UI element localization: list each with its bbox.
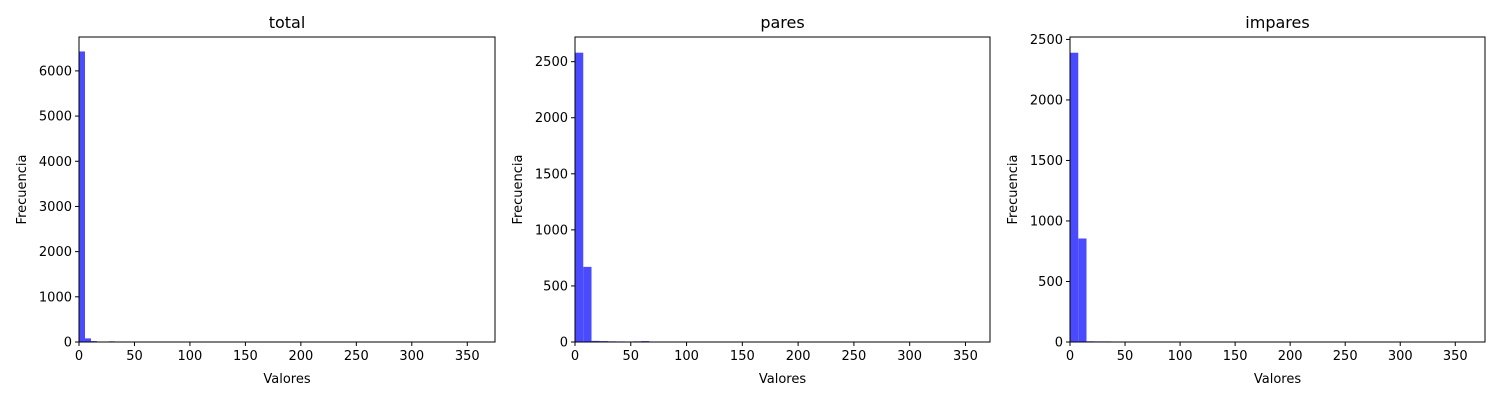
histogram-bar xyxy=(79,51,85,342)
x-tick-label: 0 xyxy=(1066,349,1074,364)
x-tick-label: 150 xyxy=(730,349,755,364)
y-tick-label: 0 xyxy=(64,336,72,351)
y-tick-label: 1500 xyxy=(535,167,568,182)
histogram-bar xyxy=(575,52,584,343)
axes-frame xyxy=(78,36,496,343)
x-tick-label: 350 xyxy=(953,349,978,364)
x-tick-label: 250 xyxy=(1333,349,1358,364)
x-tick-label: 300 xyxy=(897,349,922,364)
x-tick-label: 350 xyxy=(1443,349,1468,364)
y-tick-label: 2000 xyxy=(39,245,72,260)
panel-impares: 0 50 100 150 200 250 300 350 0 500 1000 1500 2000 250… xyxy=(1006,13,1486,387)
x-tick-label: 100 xyxy=(1168,349,1193,364)
histogram-bar xyxy=(591,340,600,342)
panel-total: 0 50 100 150 200 250 300 350 0 1000 2000 3000 4000 50… xyxy=(15,13,496,387)
x-tick-label: 50 xyxy=(623,349,640,364)
panel-pares: 0 50 100 150 200 250 300 350 0 500 1000 1500 2000 250… xyxy=(511,13,991,387)
y-tick-label: 4000 xyxy=(39,155,72,170)
y-tick-label: 500 xyxy=(1038,275,1063,290)
x-tick-label: 350 xyxy=(455,349,480,364)
y-tick-label: 3000 xyxy=(39,200,72,215)
axes-frame xyxy=(1069,36,1486,343)
x-tick-label: 100 xyxy=(674,349,699,364)
y-axis-label: Frecuencia xyxy=(1006,155,1021,225)
y-tick-label: 2000 xyxy=(1030,93,1063,108)
x-tick-label: 200 xyxy=(1278,349,1303,364)
axes-frame xyxy=(574,36,991,343)
y-axis-label: Frecuencia xyxy=(511,155,526,225)
y-tick-label: 500 xyxy=(543,279,568,294)
x-tick-label: 100 xyxy=(178,349,203,364)
x-axis-label: Valores xyxy=(263,372,310,387)
chart-title: impares xyxy=(1245,13,1309,32)
y-tick-label: 1000 xyxy=(39,290,72,305)
y-tick-label: 1500 xyxy=(1030,154,1063,169)
x-axis-label: Valores xyxy=(759,372,806,387)
x-tick-label: 200 xyxy=(288,349,313,364)
y-tick-label: 2500 xyxy=(535,55,568,70)
x-tick-label: 300 xyxy=(399,349,424,364)
chart-title: total xyxy=(269,13,306,32)
histogram-bar xyxy=(1070,52,1079,342)
x-tick-label: 250 xyxy=(841,349,866,364)
y-tick-label: 2500 xyxy=(1030,33,1063,48)
y-tick-label: 0 xyxy=(560,336,568,351)
x-tick-label: 250 xyxy=(344,349,369,364)
x-tick-label: 150 xyxy=(233,349,258,364)
y-axis-label: Frecuencia xyxy=(15,155,30,225)
histogram-bar xyxy=(583,266,592,342)
y-tick-label: 0 xyxy=(1055,336,1063,351)
y-tick-label: 6000 xyxy=(39,64,72,79)
histogram-bar xyxy=(1078,238,1087,342)
y-tick-label: 1000 xyxy=(535,223,568,238)
x-axis-label: Valores xyxy=(1254,372,1301,387)
y-tick-label: 5000 xyxy=(39,110,72,125)
chart-title: pares xyxy=(760,13,804,32)
y-tick-label: 2000 xyxy=(535,111,568,126)
x-tick-label: 50 xyxy=(1117,349,1134,364)
x-tick-label: 300 xyxy=(1388,349,1413,364)
y-tick-label: 1000 xyxy=(1030,214,1063,229)
x-tick-label: 50 xyxy=(126,349,143,364)
x-tick-label: 0 xyxy=(571,349,579,364)
x-tick-label: 150 xyxy=(1223,349,1248,364)
histogram-bar xyxy=(84,338,91,342)
x-tick-label: 200 xyxy=(786,349,811,364)
x-tick-label: 0 xyxy=(75,349,83,364)
